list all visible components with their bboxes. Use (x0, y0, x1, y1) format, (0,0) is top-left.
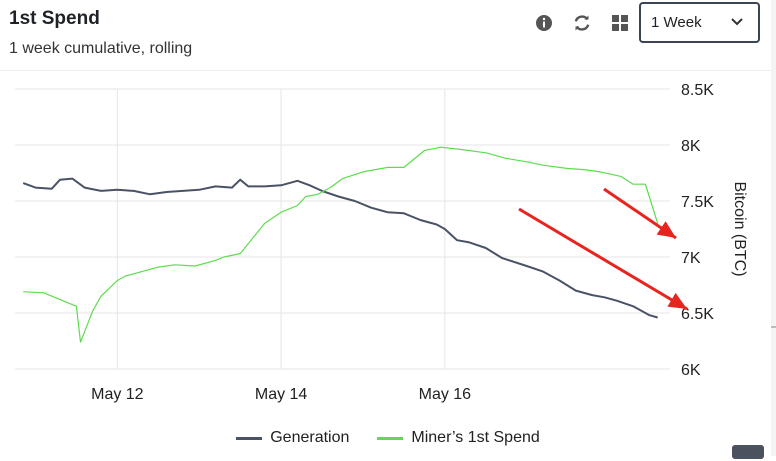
y-tick-label: 8.5K (681, 82, 714, 99)
annotation-arrow-upper-head (656, 221, 676, 238)
scrollbar-track[interactable] (771, 0, 776, 456)
series-line-miners-1st-spend (23, 146, 659, 343)
legend-swatch-generation (236, 436, 263, 440)
page-subtitle: 1 week cumulative, rolling (9, 40, 193, 57)
annotation-arrow-lower-head (667, 292, 687, 309)
y-tick-label: 6.5K (681, 306, 714, 323)
legend-item-miners-1st-spend[interactable]: Miner’s 1st Spend (377, 429, 540, 447)
annotation-arrow-lower-shaft (518, 207, 688, 311)
series-line-generation (22, 177, 658, 319)
refresh-icon[interactable] (572, 13, 592, 33)
header-divider (0, 70, 776, 71)
y-tick-label: 7K (681, 250, 701, 267)
page-title: 1st Spend (9, 8, 100, 29)
legend-label-generation: Generation (270, 429, 350, 446)
x-tick-label: May 12 (91, 386, 144, 403)
legend-label-miners-1st-spend: Miner’s 1st Spend (411, 429, 540, 446)
period-select-value: 1 Week (651, 14, 702, 31)
y-tick-label: 6K (681, 362, 701, 379)
scrollbar-thumb[interactable] (771, 326, 776, 328)
y-axis-label: Bitcoin (BTC) (731, 181, 748, 276)
y-tick-label: 7.5K (681, 194, 714, 211)
legend-item-generation[interactable]: Generation (236, 429, 349, 447)
period-select[interactable]: 1 Week (639, 2, 760, 43)
y-tick-label: 8K (681, 138, 701, 155)
x-tick-label: May 16 (419, 386, 472, 403)
legend: Generation Miner’s 1st Spend (0, 427, 776, 449)
info-icon[interactable] (534, 13, 554, 33)
legend-swatch-miners-1st-spend (377, 436, 404, 440)
chevron-down-icon (730, 14, 744, 31)
scroll-top-button[interactable] (732, 445, 764, 459)
x-tick-label: May 14 (255, 386, 308, 403)
grid-icon[interactable] (610, 13, 630, 33)
